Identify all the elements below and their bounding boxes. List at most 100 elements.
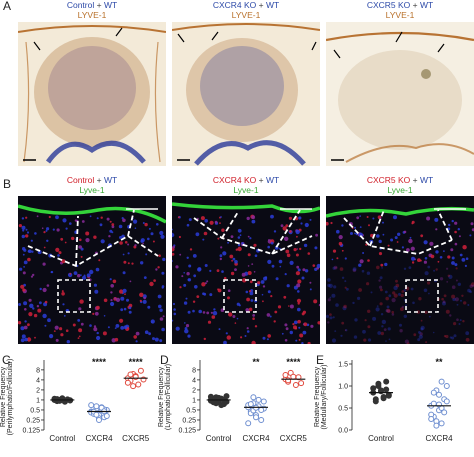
cell-dot	[335, 266, 337, 269]
row-b-stain-1: Lyve-1	[79, 185, 105, 195]
row-a-stain-2: LYVE-1	[231, 10, 261, 20]
cell-dot	[232, 257, 236, 261]
cell-dot	[234, 268, 237, 271]
cell-dot	[275, 277, 279, 281]
cell-dot	[393, 215, 397, 220]
cell-dot	[380, 331, 384, 336]
cell-dot	[267, 334, 271, 338]
cell-dot	[307, 252, 311, 255]
cell-dot	[31, 250, 34, 253]
significance-marker: ****	[286, 357, 301, 367]
cell-dot	[56, 228, 60, 232]
cell-dot	[411, 256, 415, 261]
data-point	[385, 392, 392, 399]
cell-dot	[471, 228, 474, 232]
cell-dot	[119, 318, 124, 323]
cell-dot	[147, 237, 150, 241]
cell-dot	[246, 327, 249, 330]
cell-dot	[175, 326, 180, 331]
cell-dot	[303, 322, 308, 327]
panel-label-a: A	[3, 0, 12, 13]
cell-dot	[406, 248, 410, 252]
cell-dot	[94, 289, 99, 294]
cell-dot	[424, 271, 429, 276]
cell-dot	[418, 334, 423, 339]
row-a-header-3: CXCR5 KO + WT LYVE-1	[326, 0, 474, 20]
cell-dot	[398, 292, 401, 296]
cell-dot	[331, 293, 336, 298]
cell-dot	[29, 303, 34, 308]
cell-dot	[140, 239, 144, 243]
cell-dot	[61, 292, 65, 296]
cell-dot	[245, 290, 249, 294]
cell-dot	[263, 276, 268, 281]
cell-dot	[42, 262, 46, 266]
cell-dot	[44, 324, 47, 327]
cell-dot	[406, 342, 410, 344]
y-tick-label: 4	[192, 377, 196, 384]
cell-dot	[262, 336, 266, 340]
cell-dot	[423, 240, 428, 245]
cell-dot	[251, 219, 256, 224]
scatter-chart-c: Relative Frequency (Perilymphatic/Follicu…	[0, 357, 150, 443]
cell-dot	[469, 234, 472, 237]
x-tick-label: CXCR4	[242, 434, 270, 443]
scatter-chart-e: Relative Frequency (Medullary/Follicular)…	[314, 357, 453, 443]
cell-dot	[344, 329, 347, 331]
cell-dot	[188, 218, 192, 222]
cell-dot	[278, 259, 283, 264]
cell-dot	[122, 218, 126, 223]
cell-dot	[383, 328, 387, 331]
cell-dot	[24, 320, 27, 323]
cell-dot	[399, 323, 402, 327]
cell-dot	[85, 238, 90, 243]
cell-dot	[30, 275, 34, 278]
cell-dot	[314, 246, 318, 250]
cell-dot	[301, 342, 304, 344]
cell-dot	[110, 284, 114, 288]
cell-dot	[284, 236, 289, 241]
cell-dot	[364, 319, 367, 322]
cell-dot	[270, 295, 273, 298]
cell-dot	[66, 309, 69, 312]
y-axis-label: (Medullary/Follicular)	[321, 365, 328, 430]
cell-dot	[44, 300, 48, 304]
title-part: WT	[419, 175, 434, 185]
cell-dot	[46, 239, 49, 242]
cell-dot	[366, 271, 371, 275]
cell-dot	[83, 274, 86, 277]
cell-dot	[252, 314, 256, 317]
cell-dot	[399, 329, 403, 333]
cell-dot	[451, 336, 455, 340]
cell-dot	[96, 305, 100, 310]
cell-dot	[451, 294, 456, 299]
cell-dot	[237, 236, 241, 239]
cell-dot	[459, 253, 463, 257]
x-tick-label: Control	[368, 434, 394, 443]
cell-dot	[341, 249, 344, 252]
row-a-title-2: CXCR4 KO + WT	[172, 0, 320, 10]
data-point	[443, 383, 450, 389]
cell-dot	[450, 248, 454, 252]
x-tick-label: CXCR4	[85, 434, 113, 443]
cell-dot	[449, 336, 452, 339]
cell-dot	[92, 312, 95, 315]
cell-dot	[253, 243, 257, 247]
data-point	[380, 395, 387, 402]
cell-dot	[451, 261, 455, 265]
data-point	[375, 380, 382, 387]
cell-dot	[185, 297, 188, 300]
cell-dot	[27, 257, 31, 262]
data-point	[93, 403, 100, 410]
cell-dot	[34, 232, 37, 235]
data-point	[137, 367, 144, 374]
cell-dot	[20, 338, 25, 343]
cell-dot	[47, 318, 51, 323]
cell-dot	[185, 324, 190, 328]
cell-dot	[196, 295, 200, 298]
cell-dot	[231, 259, 233, 262]
cell-dot	[172, 252, 175, 256]
cell-dot	[161, 286, 164, 289]
cell-dot	[428, 315, 431, 318]
cell-dot	[433, 269, 436, 272]
